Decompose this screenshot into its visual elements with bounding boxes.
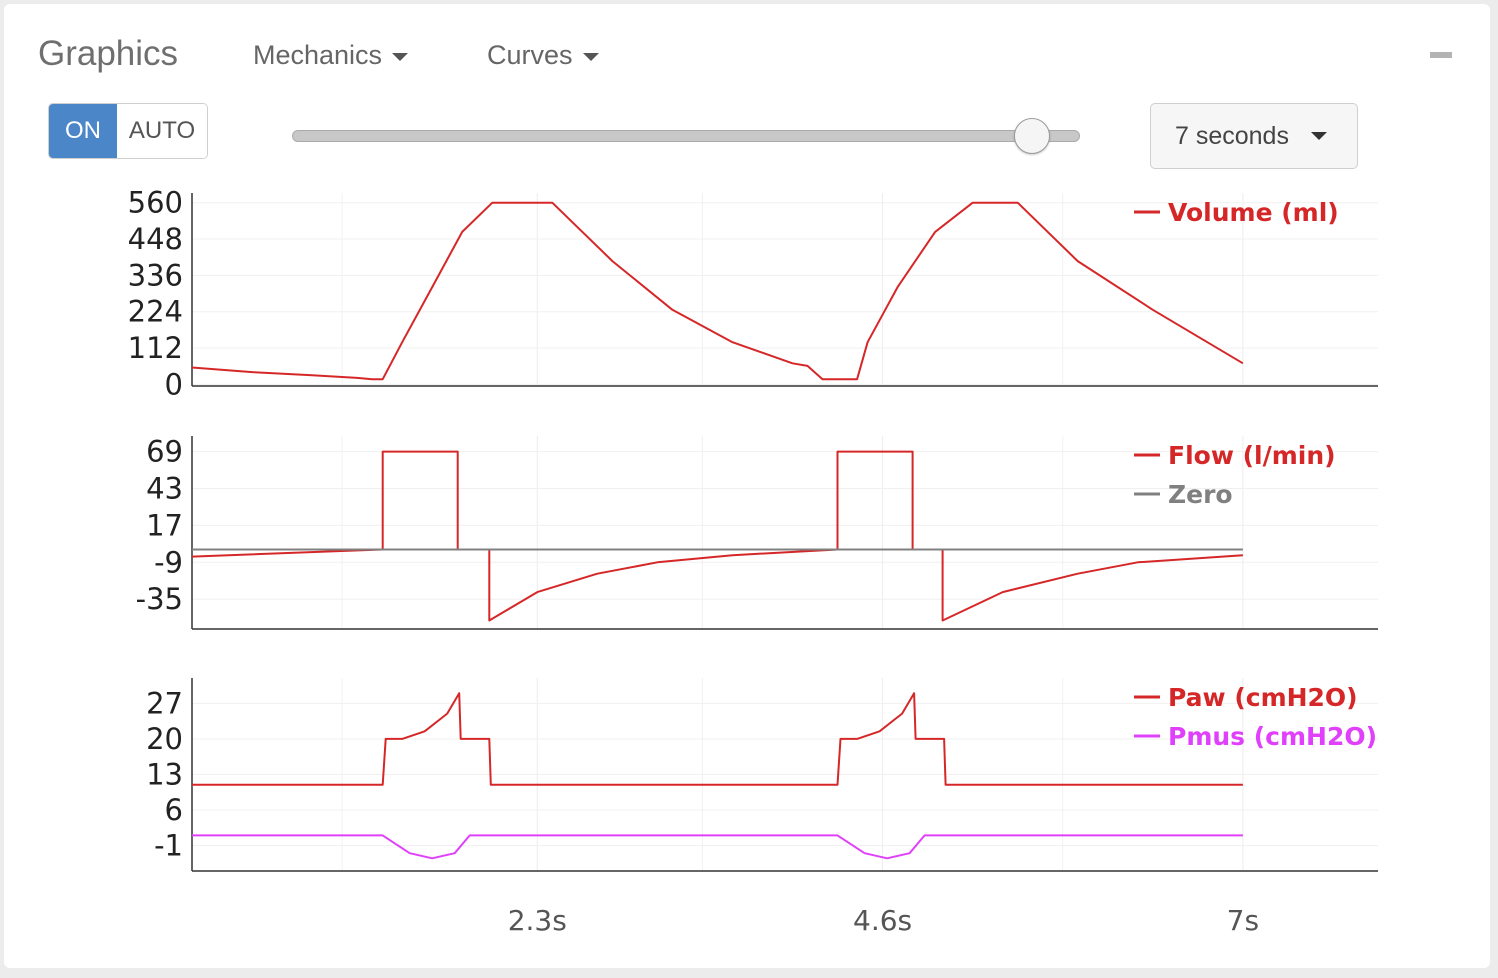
minimize-icon[interactable] [1430,52,1452,58]
y-tick-label: 336 [128,258,183,292]
curves-dropdown[interactable]: Curves [487,40,599,71]
toggle-on-button[interactable]: ON [49,104,117,158]
mechanics-dropdown[interactable]: Mechanics [253,40,409,71]
y-tick-label: 27 [146,686,183,720]
legend-label: Paw (cmH2O) [1168,683,1358,712]
y-tick-label: 560 [128,186,183,220]
x-tick-label: 4.6s [853,904,912,937]
y-tick-label: -1 [154,829,183,863]
y-tick-label: 448 [128,222,183,256]
series-line [191,450,1243,622]
y-tick-label: 69 [146,435,183,469]
y-tick-label: 43 [146,472,183,506]
y-tick-label: 6 [165,793,183,827]
y-tick-label: 20 [146,722,183,756]
mechanics-label: Mechanics [253,40,383,70]
y-tick-label: -9 [154,545,183,579]
chevron-down-icon [582,52,599,61]
time-window-value: 7 seconds [1175,121,1289,150]
y-tick-label: 112 [128,331,183,365]
y-tick-label: 13 [146,758,183,792]
y-tick-label: -35 [136,582,183,616]
y-tick-label: 224 [128,295,183,329]
series-line [191,201,1244,381]
on-auto-toggle: ON AUTO [48,103,208,159]
x-tick-label: 7s [1227,904,1259,937]
series-line [192,692,1243,786]
y-tick-label: 0 [165,367,183,401]
curves-label: Curves [487,40,573,70]
chevron-down-icon [392,52,409,61]
time-slider-track[interactable] [292,130,1080,142]
legend-label: Pmus (cmH2O) [1168,722,1377,751]
toggle-auto-button[interactable]: AUTO [117,104,207,158]
x-tick-label: 2.3s [508,904,567,937]
legend-label: Volume (ml) [1168,198,1339,227]
legend-label: Zero [1168,480,1233,509]
legend-label: Flow (l/min) [1168,441,1336,470]
time-slider-thumb[interactable] [1014,118,1050,154]
y-tick-label: 17 [146,508,183,542]
series-line [192,834,1243,860]
panel-title: Graphics [38,34,179,73]
chevron-down-icon [1310,132,1327,140]
time-window-select[interactable]: 7 seconds [1150,103,1358,169]
